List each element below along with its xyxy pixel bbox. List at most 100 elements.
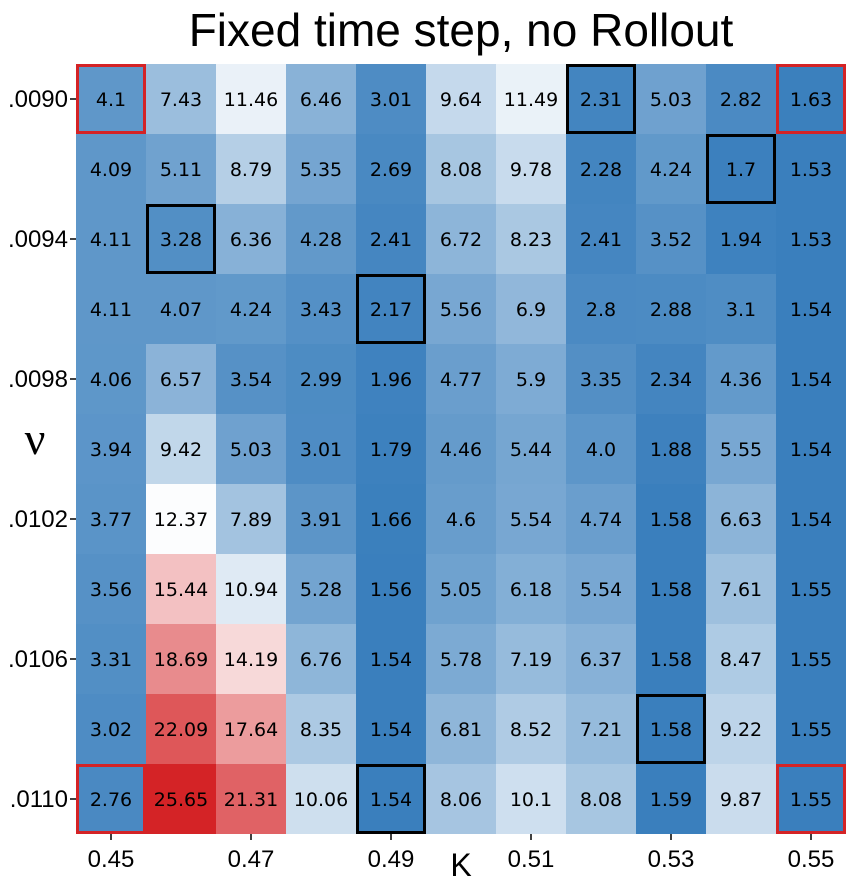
- cell-value-label: 12.37: [154, 509, 208, 531]
- heatmap-cell: [216, 134, 286, 204]
- cell-value-label: 1.88: [650, 439, 692, 461]
- heatmap-cell: [76, 414, 146, 484]
- heatmap-cell: [216, 204, 286, 274]
- heatmap-cell: [566, 414, 636, 484]
- cell-value-label: 25.65: [154, 789, 208, 811]
- heatmap-cell: [706, 204, 776, 274]
- heatmap-cell: [356, 64, 426, 134]
- cell-value-label: 3.01: [370, 89, 412, 111]
- heatmap-cell: [76, 554, 146, 624]
- x-tick-label: 0.45: [88, 846, 135, 873]
- cell-value-label: 8.08: [580, 789, 622, 811]
- heatmap-cell: [146, 764, 216, 834]
- cell-value-label: 6.18: [510, 579, 552, 601]
- cell-value-label: 8.23: [510, 229, 552, 251]
- cell-value-label: 2.76: [90, 789, 132, 811]
- heatmap-cell: [706, 694, 776, 764]
- cell-value-label: 6.57: [160, 369, 202, 391]
- cell-value-label: 21.31: [224, 789, 278, 811]
- black-highlight-box: [356, 274, 426, 344]
- heatmap-cell: [636, 134, 706, 204]
- heatmap-cell: [776, 64, 846, 134]
- cell-value-label: 3.43: [300, 299, 342, 321]
- cell-value-label: 10.06: [294, 789, 348, 811]
- heatmap-cell: [636, 694, 706, 764]
- cell-value-label: 4.11: [90, 299, 132, 321]
- cell-value-label: 7.43: [160, 89, 202, 111]
- heatmap-cell: [566, 134, 636, 204]
- heatmap-cell: [496, 694, 566, 764]
- cell-value-label: 2.41: [580, 229, 622, 251]
- heatmap-cell: [776, 554, 846, 624]
- heatmap-cell: [356, 554, 426, 624]
- heatmap-cell: [426, 484, 496, 554]
- heatmap-cell: [566, 64, 636, 134]
- cell-value-label: 5.56: [440, 299, 482, 321]
- heatmap-cell: [776, 414, 846, 484]
- cell-value-label: 1.54: [370, 789, 412, 811]
- cell-value-label: 2.41: [370, 229, 412, 251]
- highlight-boxes: [76, 64, 846, 834]
- heatmap-cell: [286, 694, 356, 764]
- cell-value-label: 2.17: [370, 299, 412, 321]
- cell-value-label: 5.35: [300, 159, 342, 181]
- x-tick-label: 0.55: [788, 846, 835, 873]
- cell-value-label: 2.8: [586, 299, 616, 321]
- cell-value-label: 8.52: [510, 719, 552, 741]
- cell-value-label: 1.54: [790, 439, 832, 461]
- cell-value-label: 4.36: [720, 369, 762, 391]
- cell-value-label: 15.44: [154, 579, 208, 601]
- cell-value-label: 9.64: [440, 89, 482, 111]
- heatmap-cell: [496, 624, 566, 694]
- heatmap-cell: [286, 624, 356, 694]
- heatmap-cell: [426, 414, 496, 484]
- heatmap-cell: [356, 764, 426, 834]
- heatmap-cell: [566, 624, 636, 694]
- heatmap-cell: [706, 274, 776, 344]
- x-axis-label: K: [450, 847, 471, 880]
- heatmap-cell: [636, 554, 706, 624]
- cell-value-label: 3.1: [726, 299, 756, 321]
- heatmap-cell: [286, 484, 356, 554]
- heatmap-cell: [566, 764, 636, 834]
- cell-value-label: 1.55: [790, 719, 832, 741]
- cell-value-label: 1.55: [790, 789, 832, 811]
- cell-value-label: 9.87: [720, 789, 762, 811]
- cell-value-label: 5.54: [580, 579, 622, 601]
- heatmap-cell: [76, 694, 146, 764]
- cell-value-label: 9.22: [720, 719, 762, 741]
- heatmap-cell: [636, 344, 706, 414]
- heatmap-cell: [426, 274, 496, 344]
- cell-value-label: 6.9: [516, 299, 546, 321]
- x-tick-label: 0.47: [228, 846, 275, 873]
- cell-value-label: 2.31: [580, 89, 622, 111]
- heatmap-cell: [496, 64, 566, 134]
- cell-value-label: 7.61: [720, 579, 762, 601]
- heatmap-cell: [216, 414, 286, 484]
- y-tick-label: .0090: [8, 86, 68, 113]
- cell-value-label: 4.24: [650, 159, 692, 181]
- heatmap-cell: [356, 274, 426, 344]
- heatmap-cell: [146, 204, 216, 274]
- cell-value-label: 6.46: [300, 89, 342, 111]
- cell-value-label: 14.19: [224, 649, 278, 671]
- heatmap-cell: [776, 694, 846, 764]
- cell-value-label: 4.09: [90, 159, 132, 181]
- cell-value-label: 1.66: [370, 509, 412, 531]
- heatmap-cell: [286, 414, 356, 484]
- cell-value-label: 1.59: [650, 789, 692, 811]
- red-highlight-box: [76, 764, 146, 834]
- heatmap-cell: [216, 694, 286, 764]
- cell-value-label: 7.21: [580, 719, 622, 741]
- heatmap-cell: [636, 764, 706, 834]
- cell-value-label: 1.58: [650, 649, 692, 671]
- cell-value-label: 4.1: [96, 89, 126, 111]
- cell-value-label: 11.49: [504, 89, 558, 111]
- heatmap-cell: [496, 554, 566, 624]
- heatmap-cell: [76, 274, 146, 344]
- black-highlight-box: [356, 764, 426, 834]
- heatmap-cell: [216, 484, 286, 554]
- black-highlight-box: [636, 694, 706, 764]
- cell-value-label: 1.53: [790, 229, 832, 251]
- cell-value-label: 9.78: [510, 159, 552, 181]
